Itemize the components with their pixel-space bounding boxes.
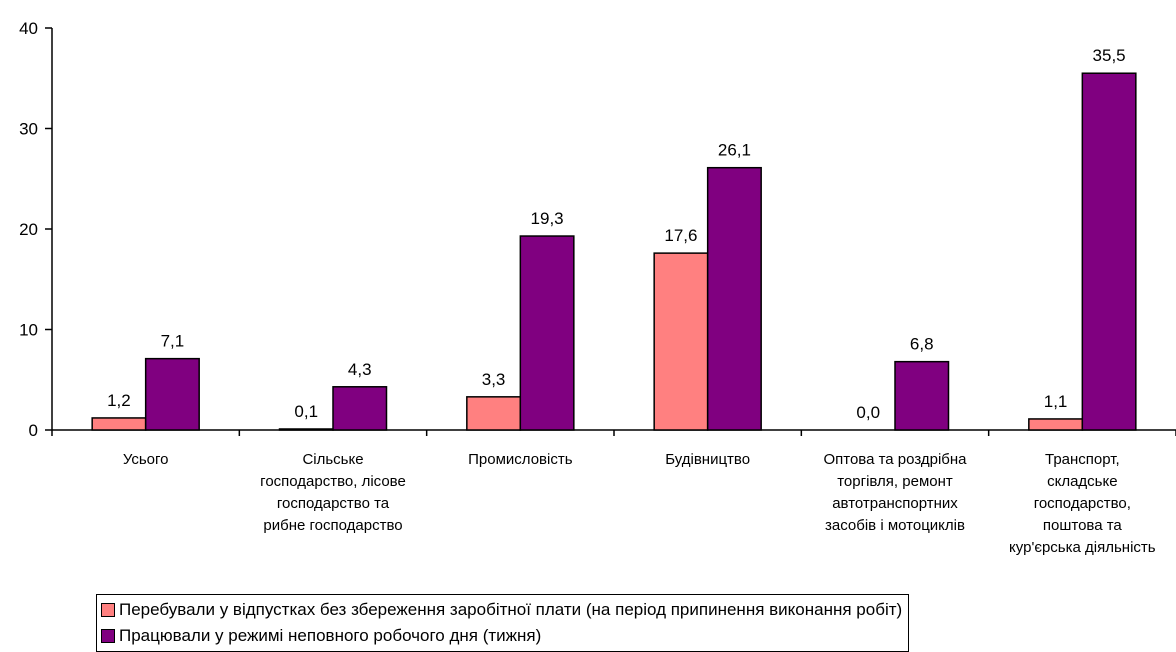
data-label-series-1-5: 0,0: [856, 403, 880, 422]
category-label-3: Промисловість: [468, 451, 573, 468]
data-label-series-1-4: 17,6: [664, 226, 697, 245]
bar-series-2-3: [519, 235, 575, 431]
data-labels: 1,2 7,1 0,1 4,3 3,3 19,3 17,6 26,1 0,0 6,8 1,1 35,5: [107, 46, 1126, 422]
y-tick-label: 30: [19, 120, 38, 139]
bar-series-2-4: [706, 166, 762, 431]
bar-series-2-2: [332, 386, 388, 431]
y-tick-label: 20: [19, 220, 38, 239]
data-label-series-2-5: 6,8: [910, 335, 934, 354]
category-label-5: Оптова та роздрібна торгівля, ремонт автот…: [823, 451, 967, 534]
bar-series-2-6: [1081, 72, 1137, 431]
bar-series-2-1: [144, 357, 200, 431]
bar-series-1-1: [91, 417, 147, 431]
data-label-series-1-2: 0,1: [294, 402, 318, 421]
data-label-series-2-1: 7,1: [161, 332, 185, 351]
data-label-series-1-6: 1,1: [1044, 392, 1068, 411]
legend-swatch-series-1: [101, 603, 115, 617]
category-label-1: Усього: [123, 451, 169, 468]
bar-chart: 0 10 20 30 40 1,2 7,1 0,1 4,3 3,3 19,3 17,6 26,1 0,0…: [19, 19, 1176, 556]
bar-series-1-4: [653, 252, 709, 431]
category-label-4: Будівництво: [665, 451, 750, 468]
data-label-series-2-2: 4,3: [348, 360, 372, 379]
y-axis: 0 10 20 30 40: [19, 19, 53, 440]
data-label-series-1-3: 3,3: [482, 370, 506, 389]
category-label-2: Сільське господарство, лісове господарство…: [260, 451, 406, 534]
bar-series-2-5: [894, 360, 950, 431]
data-label-series-2-6: 35,5: [1093, 46, 1126, 65]
data-label-series-2-3: 19,3: [531, 209, 564, 228]
bar-series-1-2: [278, 428, 334, 431]
data-label-series-2-4: 26,1: [718, 141, 751, 160]
bar-series-1-6: [1028, 418, 1084, 431]
legend-label-series-1: Перебували у відпустках без збереження з…: [119, 600, 903, 619]
data-label-series-1-1: 1,2: [107, 391, 131, 410]
category-labels: Усього Сільське господарство, лісове господ…: [123, 451, 1156, 556]
legend-label-series-2: Працювали у режимі неповного робочого дн…: [119, 626, 542, 645]
y-tick-label: 10: [19, 321, 38, 340]
x-axis: [51, 429, 1176, 436]
legend: Перебували у відпустках без збереження з…: [96, 594, 910, 652]
legend-swatch-series-2: [101, 629, 115, 643]
bars: [91, 72, 1137, 431]
bar-series-1-3: [466, 396, 522, 431]
legend-item-series-1: Перебували у відпустках без збереження з…: [101, 597, 902, 623]
y-tick-label: 0: [29, 421, 38, 440]
legend-item-series-2: Працювали у режимі неповного робочого дн…: [101, 623, 902, 649]
category-label-6: Транспорт, складське господарство, поштова …: [1009, 451, 1156, 556]
y-tick-label: 40: [19, 19, 38, 38]
